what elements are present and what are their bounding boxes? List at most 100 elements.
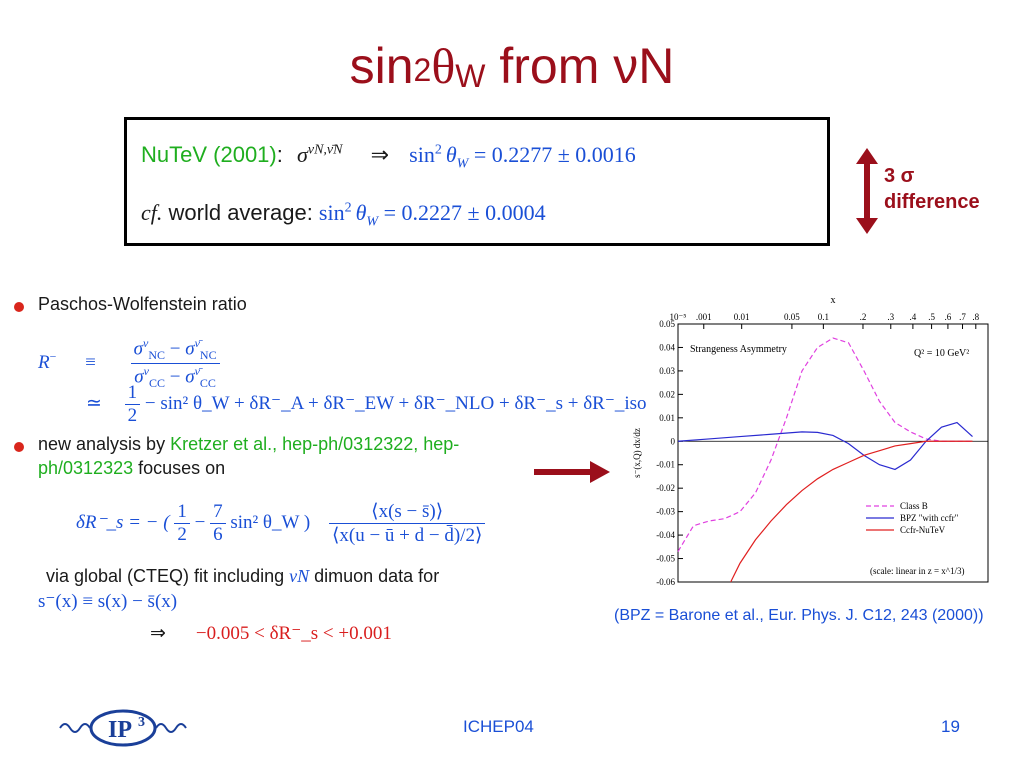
eq-drs-f1d: 2 — [177, 524, 187, 545]
world-theta: θ — [355, 200, 367, 225]
box-line-nutev: NuTeV (2001): σνN,ν̄N ⇒ sin2 θW = 0.2277 … — [141, 142, 636, 172]
eq-r-den-sub2: CC — [199, 376, 216, 391]
eq-r-num-sup2: ν̄ — [194, 336, 200, 350]
y-tick-label: -0.01 — [656, 460, 675, 470]
strangeness-chart: 0.05 0.04 0.03 0.02 0.01 0 -0.01 -0.02 -0.03 -0.0… — [624, 292, 996, 592]
eq-r-lhs-sup: − — [49, 349, 57, 364]
eq-drs-bigfrac: ⟨x(s − s̄)⟩ ⟨x(u − ū + d − d̄)/2⟩ — [328, 500, 486, 547]
eq-drs-f2n: 7 — [210, 501, 226, 524]
y-axis-label: s⁻(x,Q) dx/dz — [632, 428, 642, 478]
eq-r-half-num: 1 — [124, 382, 141, 405]
bullet1-text: Paschos-Wolfenstein ratio — [38, 294, 247, 314]
y-tick-label: -0.06 — [656, 577, 675, 587]
series-line-2 — [730, 440, 973, 583]
nutev-value: = 0.2277 ± 0.0016 — [468, 142, 636, 167]
eq-drs-f2d: 6 — [213, 524, 223, 545]
chart-svg: 0.05 0.04 0.03 0.02 0.01 0 -0.01 -0.02 -0.03 -0.0… — [632, 295, 989, 587]
sigma-symbol: σ — [297, 142, 308, 167]
nutev-sq: 2 — [434, 142, 442, 158]
cf-label: cf. — [141, 200, 163, 225]
eq-r-num-sub2: NC — [199, 348, 217, 363]
bullet2-post: focuses on — [133, 458, 226, 478]
eq-drs-tail: sin² θ_W ) — [225, 511, 311, 533]
x-tick-label: .6 — [945, 312, 952, 322]
title-theta: θ — [431, 38, 456, 94]
difference-label: 3 σ difference — [884, 163, 980, 215]
title-sin: sin — [349, 38, 414, 94]
x-tick-label: .2 — [860, 312, 867, 322]
y-tick-label: 0.05 — [659, 319, 675, 329]
box-line-world: cf. world average: sin2 θW = 0.2227 ± 0.0… — [141, 200, 546, 230]
eq-drs-bignum: ⟨x(s − s̄)⟩ — [328, 500, 486, 524]
eq-r-lhs: R — [38, 351, 50, 373]
ip3-logo: IP 3 — [59, 709, 187, 747]
y-tick-label: 0 — [671, 436, 676, 446]
result-inequality: ⇒ −0.005 < δR⁻_s < +0.001 — [150, 622, 392, 645]
eq-r-den-sup2: ν̄ — [194, 364, 200, 379]
implies-symbol: ⇒ — [370, 142, 390, 167]
y-tick-label: -0.05 — [656, 554, 675, 564]
via-global-text: via global (CTEQ) fit including νN dimuo… — [46, 566, 439, 587]
y-tick-label: -0.04 — [656, 530, 675, 540]
eq-drs-bigden: ⟨x(u − ū + d − d̄)/2⟩ — [331, 525, 483, 546]
scale-note: (scale: linear in z = x^1/3) — [870, 566, 965, 576]
eq-r-tail: − sin² θ_W + δR⁻_A + δR⁻_EW + δR⁻_NLO + … — [140, 392, 647, 414]
plot-frame — [677, 323, 989, 583]
x-axis-label: x — [831, 295, 836, 306]
slide-title: sin2θW from νN — [0, 36, 1024, 102]
title-rest: from νN — [485, 38, 675, 94]
y-tick-label: -0.03 — [656, 507, 675, 517]
difference-line2: difference — [884, 191, 980, 213]
result-implies: ⇒ — [150, 623, 166, 644]
bullet2-line1: new analysis by Kretzer et al., hep-ph/0… — [38, 434, 459, 455]
y-tick-label: 0.02 — [659, 389, 675, 399]
title-sub: W — [455, 58, 486, 94]
via-text: via global (CTEQ) fit including — [46, 566, 290, 586]
eq-r-num-sup1: ν — [142, 336, 149, 350]
legend-label-1: BPZ "with ccfr" — [900, 513, 959, 523]
bullet-dot — [14, 442, 24, 452]
nutev-label: NuTeV (2001) — [141, 142, 277, 167]
kretzer-link[interactable]: Kretzer et al., hep-ph/0312322, hep- — [170, 434, 460, 454]
y-tick-label: 0.03 — [659, 366, 675, 376]
sigma-sup: νN,ν̄N — [307, 142, 343, 158]
nutev-sin: sin — [409, 142, 435, 167]
world-label: world average: — [162, 200, 319, 225]
eq-drs-mid: − — [189, 511, 211, 533]
hep-ph-link[interactable]: ph/0312323 — [38, 458, 134, 478]
x-tick-label: .4 — [910, 312, 917, 322]
eq-r-equiv: ≡ — [85, 351, 96, 373]
x-tick-label: .7 — [959, 312, 966, 322]
nutev-colon: : — [276, 142, 283, 167]
result-text: −0.005 < δR⁻_s < +0.001 — [195, 623, 392, 644]
eq-r-num-sub1: NC — [148, 348, 165, 363]
eq-r-den-sigma2: σ — [185, 366, 195, 388]
equation-r-minus: R− ≡ σνNC − σν̄NC σνCC − σν̄CC — [38, 336, 220, 391]
bullet2-line2: ph/0312323 focuses on — [38, 458, 225, 479]
eq-drs-lhs: δR⁻_s = − ( — [76, 511, 170, 533]
legend-label-0: Class B — [900, 501, 928, 511]
x-tick-label: 0.01 — [734, 312, 750, 322]
y-tick-label: 0.01 — [659, 413, 675, 423]
eq-r-half-den: 2 — [127, 405, 138, 426]
eq-r-num-sigma1: σ — [133, 338, 143, 360]
eq-r-den-minus: − — [164, 366, 186, 388]
world-sq: 2 — [344, 200, 352, 216]
world-value: = 0.2227 ± 0.0004 — [378, 200, 546, 225]
nutev-sub: W — [456, 156, 469, 172]
via-nun: νN — [289, 566, 310, 586]
eq-r-den-sub1: CC — [148, 376, 165, 391]
eq-r-num-sigma2: σ — [185, 338, 195, 360]
x-tick-label: 0.1 — [818, 312, 829, 322]
x-tick-label: .8 — [972, 312, 979, 322]
x-tick-label: .3 — [887, 312, 894, 322]
eq-drs-f1n: 1 — [174, 501, 190, 524]
right-arrow-icon — [534, 461, 610, 483]
footer-conference: ICHEP04 — [463, 717, 534, 736]
eq-r-den-sup1: ν — [143, 364, 149, 379]
series-line-0 — [677, 337, 973, 552]
title-sup: 2 — [413, 52, 432, 88]
